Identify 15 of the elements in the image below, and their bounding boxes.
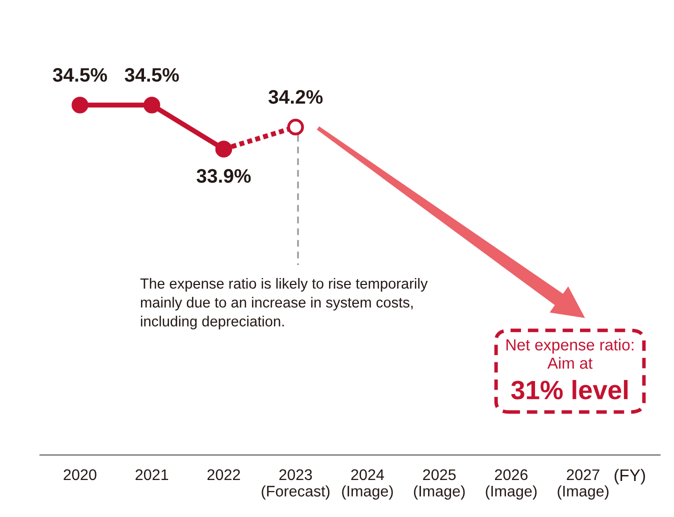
data-label: 34.5%	[124, 68, 179, 82]
x-tick-label: 2021	[136, 469, 168, 480]
x-tick-label: 2024 (Image)	[342, 469, 393, 500]
data-label: 33.9%	[196, 169, 251, 183]
data-label: 34.2%	[268, 90, 323, 104]
data-label: 34.5%	[52, 68, 108, 82]
x-tick-label: 2023 (Forecast)	[262, 469, 330, 500]
x-axis-title: (FY)	[614, 468, 645, 484]
text: Net expense ratio: Aim at 31% level	[506, 338, 634, 400]
x-tick-label: 2020	[64, 469, 96, 480]
text: The expense ratio is likely to rise temporarily mainly due to an increase in system costs, including depreciation.	[140, 278, 428, 330]
x-tick-label: 2022	[207, 469, 240, 480]
x-tick-label: 2027 (Image)	[558, 469, 608, 500]
x-tick-label: 2026 (Image)	[486, 469, 537, 500]
x-tick-label: 2025 (Image)	[414, 469, 465, 500]
